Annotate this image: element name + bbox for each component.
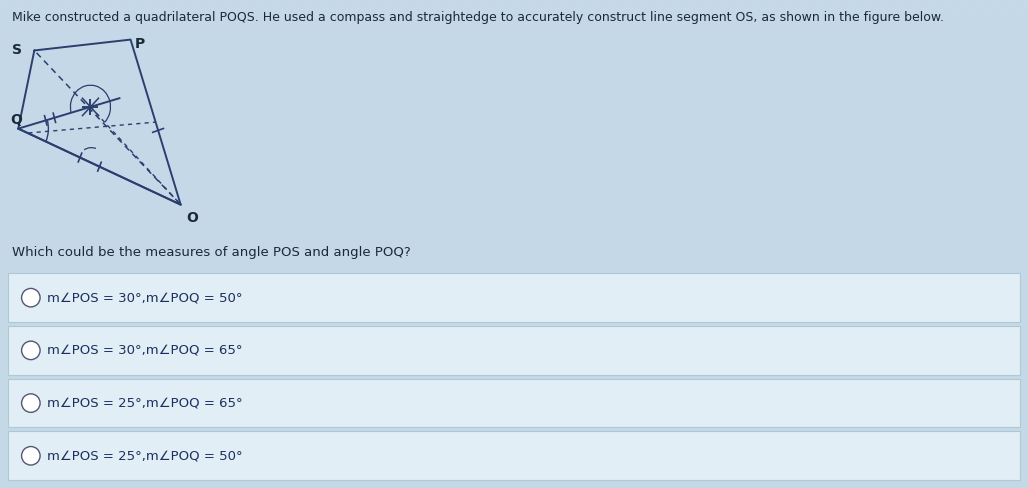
Text: Which could be the measures of angle POS and angle POQ?: Which could be the measures of angle POS…	[12, 246, 411, 260]
Text: P: P	[135, 37, 145, 51]
Text: m∠POS = 30°,m∠POQ = 65°: m∠POS = 30°,m∠POQ = 65°	[47, 344, 243, 357]
Text: O: O	[187, 211, 198, 224]
Text: Mike constructed a quadrilateral POQS. He used a compass and straightedge to acc: Mike constructed a quadrilateral POQS. H…	[12, 11, 945, 24]
Text: m∠POS = 25°,m∠POQ = 65°: m∠POS = 25°,m∠POQ = 65°	[47, 397, 243, 409]
Polygon shape	[0, 273, 1028, 488]
Text: Q: Q	[10, 113, 23, 127]
Text: S: S	[12, 43, 23, 58]
Text: m∠POS = 30°,m∠POQ = 50°: m∠POS = 30°,m∠POQ = 50°	[47, 291, 243, 304]
Text: m∠POS = 25°,m∠POQ = 50°: m∠POS = 25°,m∠POQ = 50°	[47, 449, 243, 462]
